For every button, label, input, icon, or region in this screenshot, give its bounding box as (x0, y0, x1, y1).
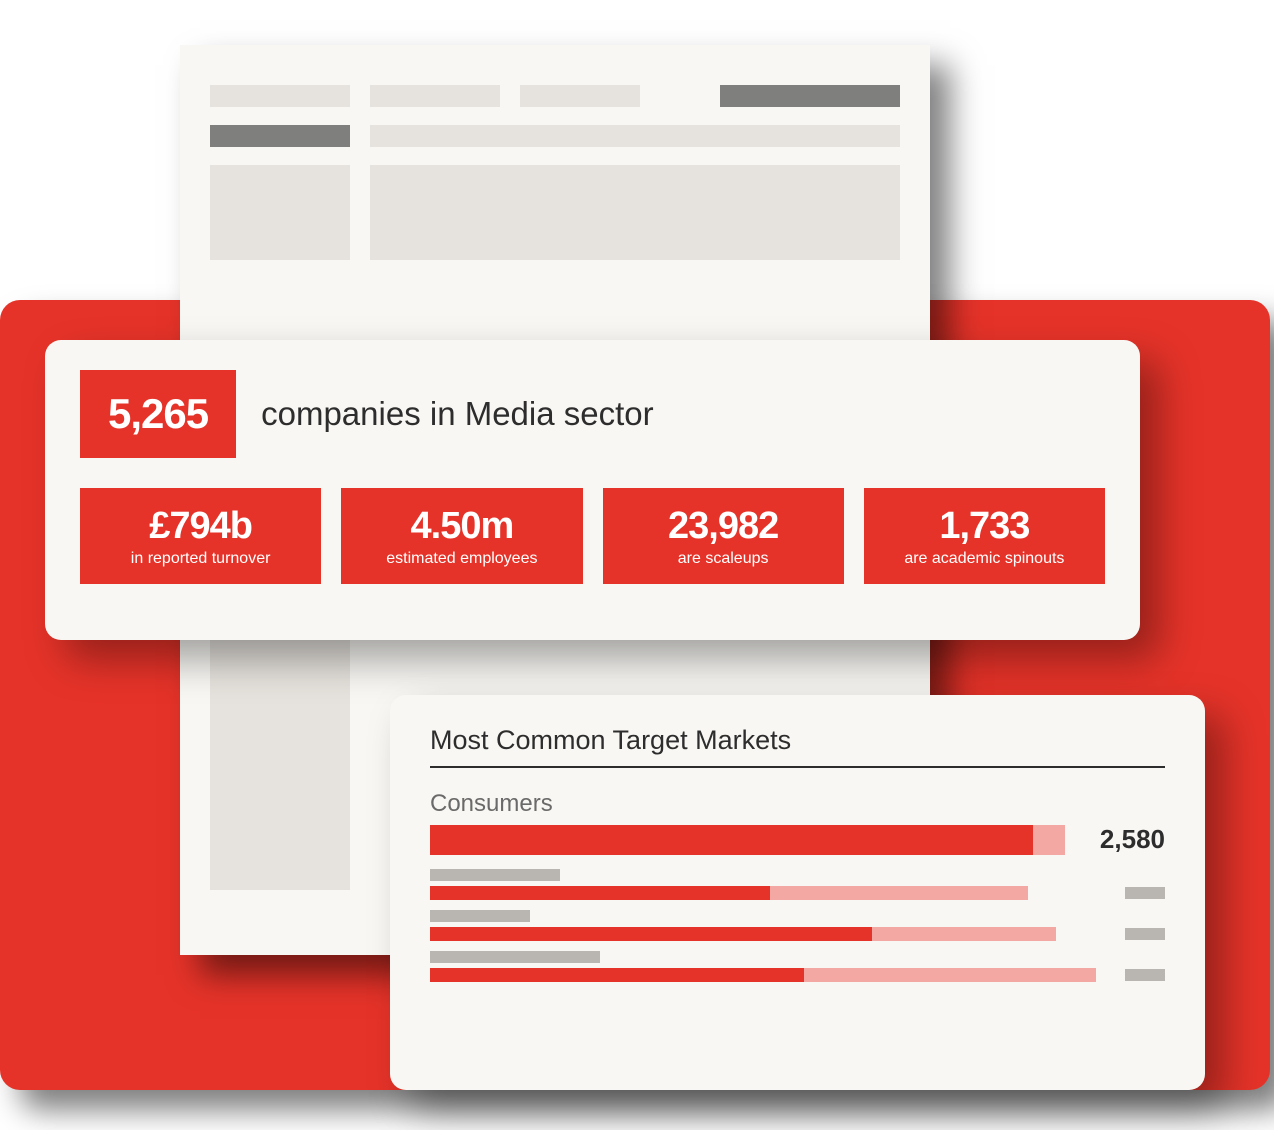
chart-bar-fg (430, 968, 804, 982)
chart-title: Most Common Target Markets (430, 725, 1165, 768)
wireframe-placeholder (210, 165, 350, 260)
chart-value-placeholder (1125, 887, 1165, 899)
wireframe-nav-row (210, 85, 900, 107)
stat-label: estimated employees (386, 550, 537, 568)
wireframe-placeholder-dark (210, 125, 350, 147)
stat-headline-box: 5,265 (80, 370, 236, 458)
stat-value: £794b (149, 506, 252, 548)
wireframe-placeholder (210, 85, 350, 107)
stat-label: are academic spinouts (904, 550, 1064, 568)
stat-scaleups: 23,982 are scaleups (603, 488, 844, 584)
chart-card: Most Common Target Markets Consumers 2,5… (390, 695, 1205, 1090)
stats-metrics-row: £794b in reported turnover 4.50m estimat… (80, 488, 1105, 584)
wireframe-placeholder (370, 165, 900, 260)
chart-item-label: Consumers (430, 790, 1165, 818)
wireframe-placeholder (370, 125, 900, 147)
chart-bar-container (430, 886, 1110, 900)
stats-header: 5,265 companies in Media sector (80, 370, 1105, 458)
chart-value-placeholder (1125, 928, 1165, 940)
chart-bar-row (430, 968, 1165, 982)
chart-item: Consumers 2,580 (430, 790, 1165, 855)
chart-bar-container (430, 927, 1110, 941)
chart-bar-container (430, 968, 1110, 982)
stat-label: are scaleups (678, 550, 769, 568)
wireframe-content-row (210, 165, 900, 260)
stat-headline-value: 5,265 (108, 390, 208, 438)
stat-turnover: £794b in reported turnover (80, 488, 321, 584)
chart-label-placeholder (430, 910, 530, 922)
stat-value: 4.50m (411, 506, 514, 548)
stat-headline-label: companies in Media sector (261, 395, 654, 433)
stat-value: 1,733 (939, 506, 1029, 548)
chart-bar-row: 2,580 (430, 824, 1165, 855)
wireframe-placeholder-dark (720, 85, 900, 107)
chart-label-placeholder (430, 869, 560, 881)
stat-employees: 4.50m estimated employees (341, 488, 582, 584)
wireframe-placeholder (520, 85, 640, 107)
chart-bar-value: 2,580 (1080, 824, 1165, 855)
stat-label: in reported turnover (131, 550, 271, 568)
chart-bar-row (430, 886, 1165, 900)
chart-item-placeholder (430, 869, 1165, 900)
chart-value-placeholder (1125, 969, 1165, 981)
stats-card: 5,265 companies in Media sector £794b in… (45, 340, 1140, 640)
stat-spinouts: 1,733 are academic spinouts (864, 488, 1105, 584)
chart-bar-fg (430, 886, 770, 900)
stat-value: 23,982 (668, 506, 778, 548)
chart-label-placeholder (430, 951, 600, 963)
chart-bar-fg (430, 825, 1033, 855)
chart-bar-fg (430, 927, 872, 941)
chart-bar-row (430, 927, 1165, 941)
wireframe-placeholder (370, 85, 500, 107)
wireframe-row (210, 125, 900, 147)
wireframe-placeholder (210, 640, 350, 890)
chart-item-placeholder (430, 910, 1165, 941)
chart-item-placeholder (430, 951, 1165, 982)
chart-bar-container (430, 825, 1065, 855)
